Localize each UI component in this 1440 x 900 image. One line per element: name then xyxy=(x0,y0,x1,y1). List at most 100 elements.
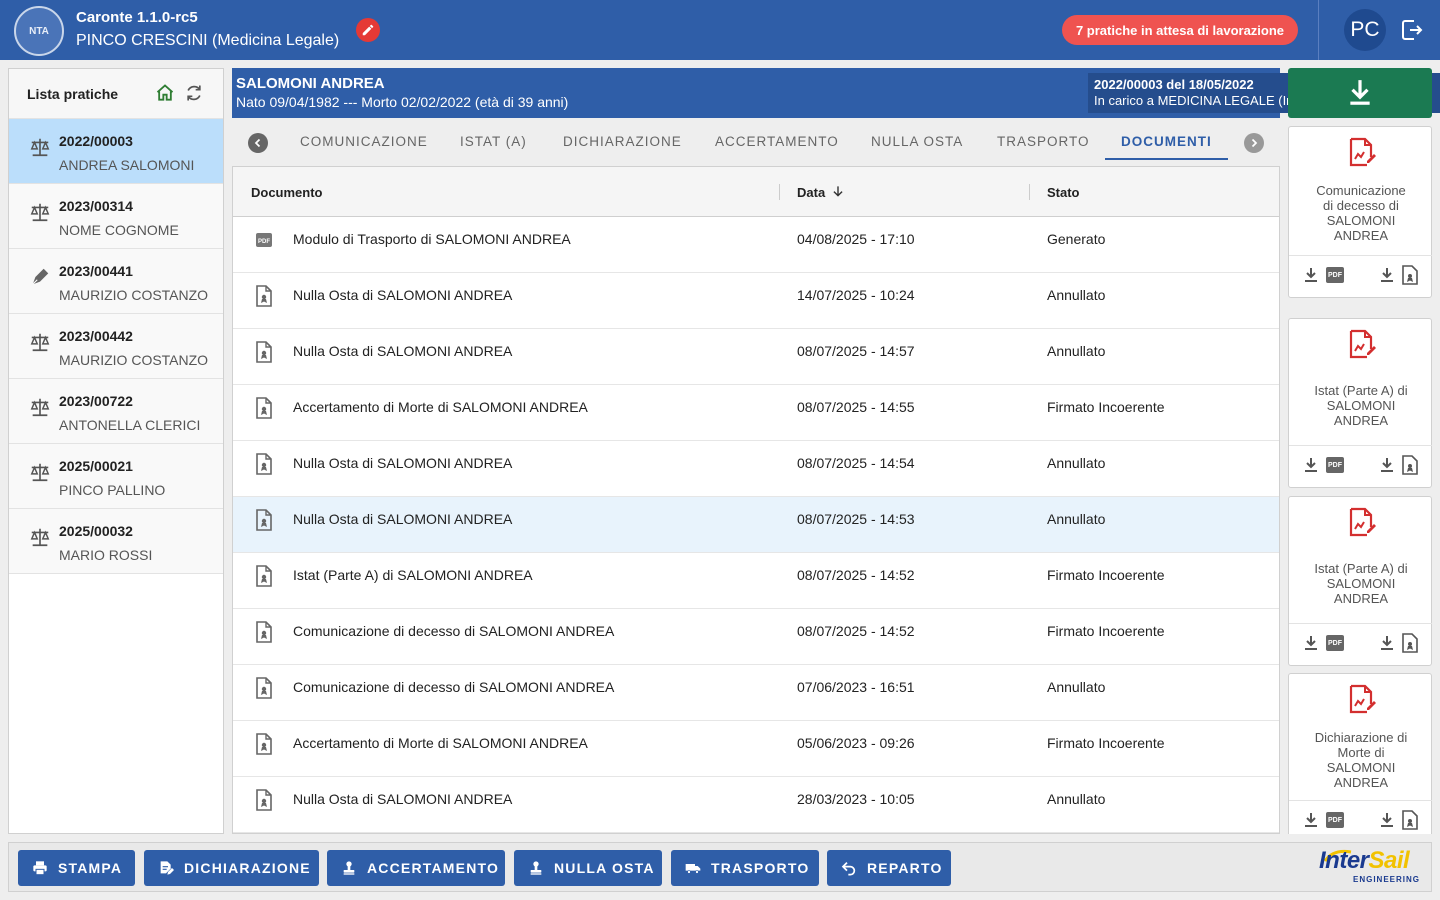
trasporto-button[interactable]: TRASPORTO xyxy=(671,850,819,886)
download-pdf-button[interactable] xyxy=(1303,457,1319,473)
home-icon[interactable] xyxy=(155,83,175,103)
app-logo: NTA xyxy=(14,6,64,56)
logout-button[interactable] xyxy=(1400,18,1424,42)
table-row[interactable]: Istat (Parte A) di SALOMONI ANDREA 08/07/… xyxy=(233,553,1279,609)
refresh-icon[interactable] xyxy=(184,83,204,103)
file-sign-icon[interactable] xyxy=(255,677,273,699)
pdf-icon[interactable]: PDF xyxy=(255,229,273,251)
download-pdf-button[interactable] xyxy=(1303,267,1319,283)
document-date: 14/07/2025 - 10:24 xyxy=(797,287,915,303)
case-list-item[interactable]: 2022/00003 ANDREA SALOMONI xyxy=(9,119,223,184)
column-data[interactable]: Data xyxy=(797,185,826,200)
logo-text: NTA xyxy=(29,25,49,37)
pdf-badge-icon[interactable]: PDF xyxy=(1326,457,1344,473)
chevron-left-icon xyxy=(254,138,261,148)
download-signed-button[interactable] xyxy=(1379,267,1395,283)
table-row[interactable]: Nulla Osta di SALOMONI ANDREA 14/07/2025 … xyxy=(233,273,1279,329)
case-list-item[interactable]: 2023/00314 NOME COGNOME xyxy=(9,184,223,249)
tab-dichiarazione[interactable]: DICHIARAZIONE xyxy=(563,134,682,149)
file-sign-icon[interactable] xyxy=(255,285,273,307)
file-sign-icon[interactable] xyxy=(255,565,273,587)
scale-icon xyxy=(29,201,51,223)
document-name: Istat (Parte A) di SALOMONI ANDREA xyxy=(293,567,533,583)
document-name: Nulla Osta di SALOMONI ANDREA xyxy=(293,287,513,303)
case-list-item[interactable]: 2025/00032 MARIO ROSSI xyxy=(9,509,223,574)
logout-icon xyxy=(1402,20,1423,40)
pdf-badge-icon[interactable]: PDF xyxy=(1326,812,1344,828)
document-date: 28/03/2023 - 10:05 xyxy=(797,791,915,807)
undo-icon xyxy=(841,860,867,876)
tabs-bar: COMUNICAZIONE ISTAT (A) DICHIARAZIONE AC… xyxy=(232,120,1280,166)
divider xyxy=(1289,445,1432,446)
edit-user-button[interactable] xyxy=(356,18,380,42)
pending-cases-badge[interactable]: 7 pratiche in attesa di lavorazione xyxy=(1062,15,1298,45)
case-list-item[interactable]: 2023/00441 MAURIZIO COSTANZO xyxy=(9,249,223,314)
card-title-line: Comunicazione xyxy=(1316,183,1406,198)
table-row[interactable]: Nulla Osta di SALOMONI ANDREA 28/03/2023 … xyxy=(233,777,1279,833)
case-list-item[interactable]: 2025/00021 PINCO PALLINO xyxy=(9,444,223,509)
file-sign-icon[interactable] xyxy=(255,733,273,755)
download-signed-button[interactable] xyxy=(1379,812,1395,828)
card-title-line: Istat (Parte A) di xyxy=(1314,383,1408,398)
download-signed-button[interactable] xyxy=(1379,635,1395,651)
divider xyxy=(1289,255,1432,256)
file-sign-icon[interactable] xyxy=(255,453,273,475)
sort-descending-icon[interactable] xyxy=(831,184,845,198)
tab-trasporto[interactable]: TRASPORTO xyxy=(997,134,1090,149)
table-row[interactable]: Accertamento di Morte di SALOMONI ANDREA… xyxy=(233,385,1279,441)
table-row[interactable]: Comunicazione di decesso di SALOMONI AND… xyxy=(233,665,1279,721)
file-sign-icon[interactable] xyxy=(255,341,273,363)
tabs-scroll-left-button[interactable] xyxy=(248,133,268,153)
signed-file-icon[interactable] xyxy=(1401,455,1419,475)
file-sign-icon[interactable] xyxy=(255,789,273,811)
table-row[interactable]: Accertamento di Morte di SALOMONI ANDREA… xyxy=(233,721,1279,777)
table-row[interactable]: Comunicazione di decesso di SALOMONI AND… xyxy=(233,609,1279,665)
button-label: STAMPA xyxy=(58,860,123,876)
document-name: Nulla Osta di SALOMONI ANDREA xyxy=(293,343,513,359)
user-avatar[interactable]: PC xyxy=(1344,9,1386,51)
top-bar: NTA Caronte 1.1.0-rc5 PINCO CRESCINI (Me… xyxy=(0,0,1440,60)
nulla-osta-button[interactable]: NULLA OSTA xyxy=(514,850,662,886)
current-user: PINCO CRESCINI (Medicina Legale) xyxy=(76,32,340,49)
tab-documenti[interactable]: DOCUMENTI xyxy=(1121,134,1212,149)
stampa-button[interactable]: STAMPA xyxy=(18,850,135,886)
case-person-name: ANDREA SALOMONI xyxy=(59,157,195,173)
file-sign-icon[interactable] xyxy=(255,621,273,643)
tab-istat-a[interactable]: ISTAT (A) xyxy=(460,134,527,149)
table-row[interactable]: Nulla Osta di SALOMONI ANDREA 08/07/2025 … xyxy=(233,441,1279,497)
download-pdf-button[interactable] xyxy=(1303,812,1319,828)
tab-comunicazione[interactable]: COMUNICAZIONE xyxy=(300,134,428,149)
column-documento[interactable]: Documento xyxy=(251,185,323,200)
case-list-item[interactable]: 2023/00722 ANTONELLA CLERICI xyxy=(9,379,223,444)
table-row[interactable]: Nulla Osta di SALOMONI ANDREA 08/07/2025 … xyxy=(233,329,1279,385)
table-row[interactable]: PDF Modulo di Trasporto di SALOMONI ANDRE… xyxy=(233,217,1279,273)
file-sign-icon[interactable] xyxy=(255,509,273,531)
table-row[interactable]: Nulla Osta di SALOMONI ANDREA 08/07/2025 … xyxy=(233,497,1279,553)
pdf-badge-icon[interactable]: PDF xyxy=(1326,635,1344,651)
dichiarazione-button[interactable]: DICHIARAZIONE xyxy=(144,850,319,886)
column-stato[interactable]: Stato xyxy=(1047,185,1080,200)
document-status: Firmato Incoerente xyxy=(1047,567,1165,583)
brand-tagline: ENGINEERING xyxy=(1353,875,1421,884)
brand-name-part1: Inter xyxy=(1319,847,1369,874)
document-date: 08/07/2025 - 14:54 xyxy=(797,455,915,471)
download-all-button[interactable] xyxy=(1288,68,1432,118)
card-title: Dichiarazione di Morte di SALOMONI ANDREA xyxy=(1297,730,1425,790)
pdf-badge-icon[interactable]: PDF xyxy=(1326,267,1344,283)
signed-file-icon[interactable] xyxy=(1401,633,1419,653)
scale-icon xyxy=(29,526,51,548)
document-status: Annullato xyxy=(1047,287,1106,303)
file-sign-icon[interactable] xyxy=(255,397,273,419)
pen-icon xyxy=(29,266,51,288)
document-status: Annullato xyxy=(1047,791,1106,807)
download-pdf-button[interactable] xyxy=(1303,635,1319,651)
tab-accertamento[interactable]: ACCERTAMENTO xyxy=(715,134,839,149)
accertamento-button[interactable]: ACCERTAMENTO xyxy=(327,850,505,886)
download-signed-button[interactable] xyxy=(1379,457,1395,473)
reparto-button[interactable]: REPARTO xyxy=(827,850,951,886)
signed-file-icon[interactable] xyxy=(1401,265,1419,285)
tab-nulla-osta[interactable]: NULLA OSTA xyxy=(871,134,964,149)
tabs-scroll-right-button[interactable] xyxy=(1244,133,1264,153)
signed-file-icon[interactable] xyxy=(1401,810,1419,830)
case-list-item[interactable]: 2023/00442 MAURIZIO COSTANZO xyxy=(9,314,223,379)
